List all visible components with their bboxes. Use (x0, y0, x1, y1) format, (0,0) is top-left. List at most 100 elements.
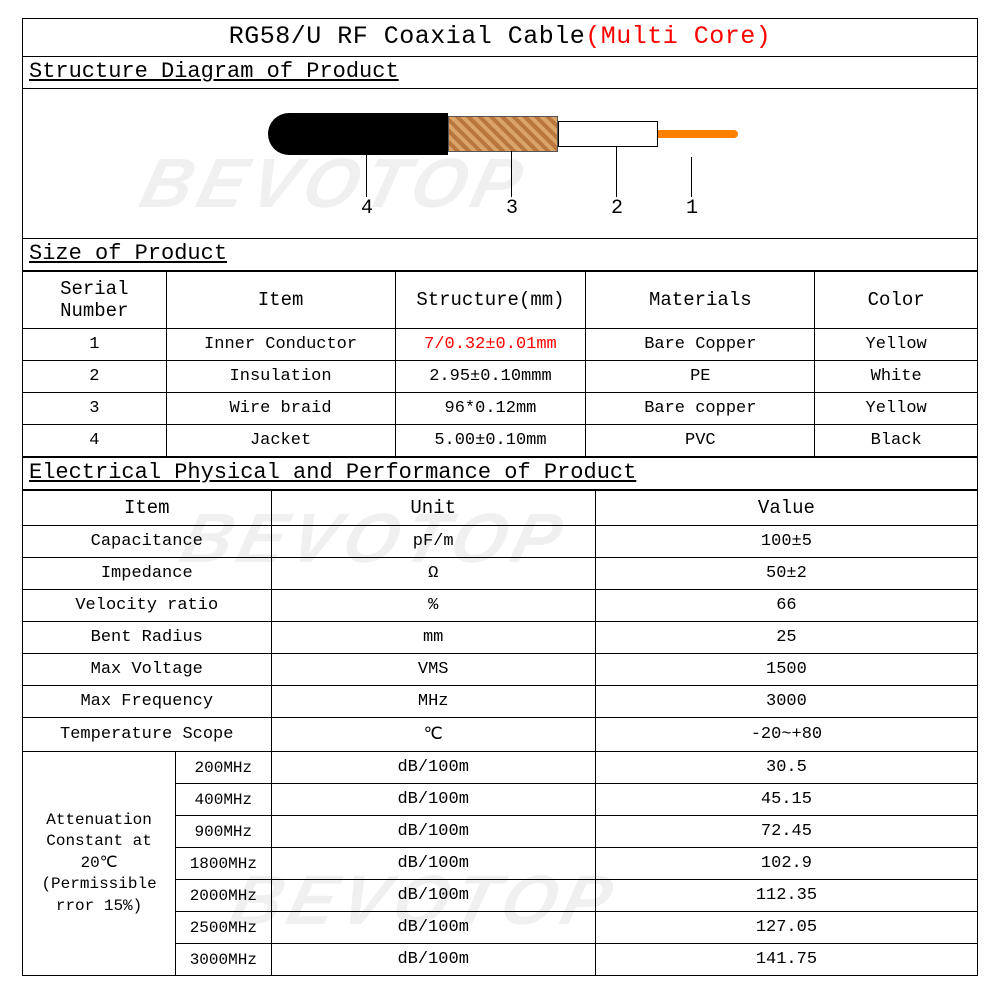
elec-cell: 1500 (595, 654, 977, 686)
table-row: 3Wire braid96*0.12mmBare copperYellow (23, 393, 977, 425)
diagram-label-1: 1 (686, 197, 698, 220)
size-col-header: Materials (586, 272, 815, 329)
elec-cell: dB/100m (271, 944, 595, 976)
elec-cell: -20~+80 (595, 718, 977, 752)
size-cell: White (815, 361, 977, 393)
elec-cell: mm (271, 622, 595, 654)
size-cell: 96*0.12mm (395, 393, 586, 425)
cable-insulation (558, 121, 658, 147)
elec-cell: 66 (595, 590, 977, 622)
size-cell: Bare Copper (586, 329, 815, 361)
elec-cell: 3000MHz (176, 944, 271, 976)
elec-cell: dB/100m (271, 784, 595, 816)
elec-cell: dB/100m (271, 880, 595, 912)
size-cell: PE (586, 361, 815, 393)
table-row: Attenuation Constant at 20℃ (Permissible… (23, 752, 977, 784)
elec-cell: Bent Radius (23, 622, 271, 654)
elec-cell: dB/100m (271, 752, 595, 784)
table-row: 4Jacket5.00±0.10mmPVCBlack (23, 425, 977, 457)
attenuation-group-label: Attenuation Constant at 20℃ (Permissible… (23, 752, 176, 976)
size-cell: Wire braid (166, 393, 395, 425)
table-row: CapacitancepF/m100±5 (23, 526, 977, 558)
elec-cell: 141.75 (595, 944, 977, 976)
elec-cell: 127.05 (595, 912, 977, 944)
table-row: Bent Radiusmm25 (23, 622, 977, 654)
section-header-diagram: Structure Diagram of Product (23, 57, 977, 89)
lead-1 (691, 157, 692, 197)
elec-cell: 200MHz (176, 752, 271, 784)
elec-cell: Capacitance (23, 526, 271, 558)
size-col-header: Item (166, 272, 395, 329)
size-col-header: Serial Number (23, 272, 166, 329)
elec-cell: 112.35 (595, 880, 977, 912)
cable-conductor (658, 130, 738, 138)
elec-cell: 100±5 (595, 526, 977, 558)
main-title: RG58/U RF Coaxial Cable(Multi Core) (23, 19, 977, 57)
lead-2 (616, 147, 617, 197)
elec-cell: pF/m (271, 526, 595, 558)
cable-illustration (268, 113, 738, 155)
elec-cell: 400MHz (176, 784, 271, 816)
elec-cell: Max Frequency (23, 686, 271, 718)
elec-cell: 72.45 (595, 816, 977, 848)
size-cell: Bare copper (586, 393, 815, 425)
elec-cell: 900MHz (176, 816, 271, 848)
watermark: BEVOTOP (133, 143, 536, 223)
size-col-header: Structure(mm) (395, 272, 586, 329)
size-cell: Yellow (815, 329, 977, 361)
size-cell: 2.95±0.10mmm (395, 361, 586, 393)
elec-col-header: Value (595, 491, 977, 526)
diagram-label-2: 2 (611, 197, 623, 220)
elec-cell: Impedance (23, 558, 271, 590)
size-cell: 4 (23, 425, 166, 457)
lead-3 (511, 151, 512, 197)
cable-braid (448, 116, 558, 152)
elec-cell: 50±2 (595, 558, 977, 590)
size-cell: 5.00±0.10mm (395, 425, 586, 457)
elec-cell: 45.15 (595, 784, 977, 816)
table-row: ImpedanceΩ50±2 (23, 558, 977, 590)
datasheet: RG58/U RF Coaxial Cable(Multi Core) Stru… (22, 18, 978, 976)
size-col-header: Color (815, 272, 977, 329)
elec-cell: dB/100m (271, 912, 595, 944)
title-suffix: (Multi Core) (585, 22, 771, 51)
elec-cell: Ω (271, 558, 595, 590)
table-row: Max VoltageVMS1500 (23, 654, 977, 686)
elec-cell: 25 (595, 622, 977, 654)
elec-col-header: Unit (271, 491, 595, 526)
size-cell: 1 (23, 329, 166, 361)
elec-cell: MHz (271, 686, 595, 718)
table-row: Temperature Scope℃-20~+80 (23, 718, 977, 752)
elec-cell: 2500MHz (176, 912, 271, 944)
elec-cell: dB/100m (271, 816, 595, 848)
elec-cell: 30.5 (595, 752, 977, 784)
elec-cell: dB/100m (271, 848, 595, 880)
size-cell: Black (815, 425, 977, 457)
size-cell: Insulation (166, 361, 395, 393)
elec-cell: % (271, 590, 595, 622)
table-row: Velocity ratio%66 (23, 590, 977, 622)
elec-cell: VMS (271, 654, 595, 686)
elec-cell: ℃ (271, 718, 595, 752)
elec-table-wrap: BEVOTOP BEVOTOP ItemUnitValueCapacitance… (23, 490, 977, 975)
size-cell: Jacket (166, 425, 395, 457)
size-cell: Yellow (815, 393, 977, 425)
elec-cell: Max Voltage (23, 654, 271, 686)
lead-4 (366, 155, 367, 197)
elec-cell: Velocity ratio (23, 590, 271, 622)
size-cell: Inner Conductor (166, 329, 395, 361)
size-cell: PVC (586, 425, 815, 457)
elec-cell: 1800MHz (176, 848, 271, 880)
diagram-label-4: 4 (361, 197, 373, 220)
section-header-size: Size of Product (23, 239, 977, 271)
diagram-label-3: 3 (506, 197, 518, 220)
table-row: 1Inner Conductor7/0.32±0.01mmBare Copper… (23, 329, 977, 361)
cable-jacket (268, 113, 448, 155)
elec-cell: 2000MHz (176, 880, 271, 912)
elec-cell: 3000 (595, 686, 977, 718)
table-row: Max FrequencyMHz3000 (23, 686, 977, 718)
section-header-elec: Electrical Physical and Performance of P… (23, 457, 977, 490)
elec-col-header: Item (23, 491, 271, 526)
size-table: Serial NumberItemStructure(mm)MaterialsC… (23, 271, 977, 457)
structure-diagram: BEVOTOP 4 3 2 1 (23, 89, 977, 239)
